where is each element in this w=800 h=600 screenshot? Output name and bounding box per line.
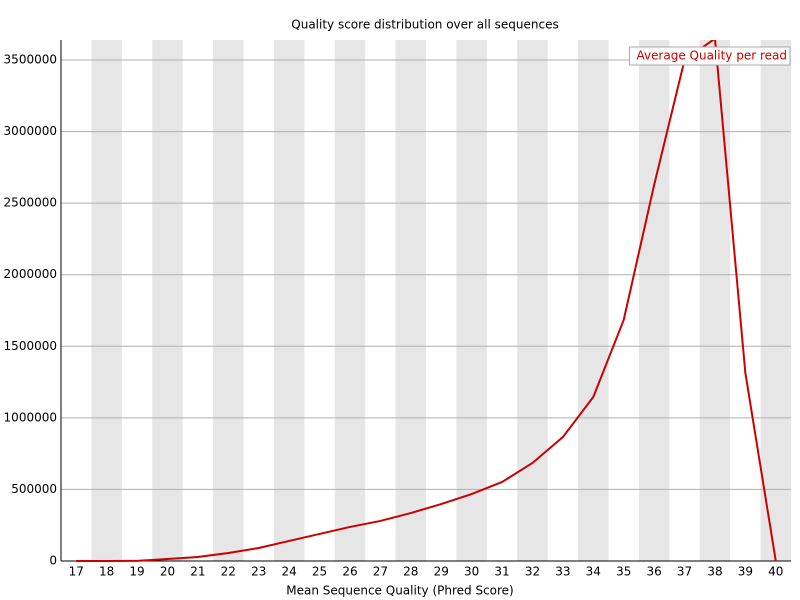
y-tick-label: 1500000 [4, 339, 57, 353]
x-tick-label: 25 [312, 565, 327, 579]
chart-title: Quality score distribution over all sequ… [291, 18, 558, 32]
stripes [91, 40, 791, 561]
x-tick-label: 31 [494, 565, 509, 579]
x-tick-label: 32 [525, 565, 540, 579]
x-tick-label: 33 [555, 565, 570, 579]
stripe [517, 40, 548, 561]
x-tick-label: 27 [373, 565, 388, 579]
stripe [273, 40, 305, 561]
x-tick-label: 39 [738, 565, 753, 579]
y-tick-label: 1000000 [4, 410, 57, 424]
x-tick-label: 20 [160, 565, 175, 579]
x-tick-label: 19 [129, 565, 144, 579]
x-tick-label: 40 [768, 565, 783, 579]
y-tick-label: 3500000 [4, 53, 57, 67]
x-tick-label: 34 [586, 565, 601, 579]
stripe [699, 40, 731, 561]
x-tick-label: 29 [434, 565, 449, 579]
grid [60, 40, 791, 562]
y-tick-label: 0 [49, 554, 57, 568]
stripe [395, 40, 426, 561]
y-tick-label: 2000000 [4, 267, 57, 281]
stripe [91, 40, 122, 561]
x-tick-label: 21 [190, 565, 205, 579]
series-line [76, 40, 777, 562]
x-tick-label: 17 [69, 565, 84, 579]
y-tick-label: 500000 [11, 482, 57, 496]
x-tick-label: 30 [464, 565, 479, 579]
x-tick-label: 35 [616, 565, 631, 579]
x-tick-label: 22 [221, 565, 236, 579]
x-tick-label: 28 [403, 565, 418, 579]
stripe [456, 40, 487, 561]
legend-label: Average Quality per read [636, 49, 787, 63]
x-tick-label: 38 [707, 565, 722, 579]
x-tick-label: 23 [251, 565, 266, 579]
stripe [334, 40, 366, 561]
stripe [578, 40, 609, 561]
x-tick-label: 36 [646, 565, 661, 579]
x-tick-label: 24 [281, 565, 296, 579]
legend: Average Quality per read [628, 46, 791, 66]
stripe [152, 40, 183, 561]
stripe [760, 40, 791, 561]
legend-box [628, 46, 791, 66]
stripe [638, 40, 670, 561]
y-tick-label: 3000000 [4, 124, 57, 138]
stripe [213, 40, 244, 561]
labels: 0 500000 1000000 1500000 2000000 2500000 30000… [4, 53, 784, 579]
x-tick-label: 37 [677, 565, 692, 579]
lines [76, 40, 777, 562]
x-tick-label: 18 [99, 565, 114, 579]
x-axis-label: Mean Sequence Quality (Phred Score) [286, 584, 514, 598]
y-tick-label: 2500000 [4, 196, 57, 210]
x-tick-label: 26 [342, 565, 357, 579]
